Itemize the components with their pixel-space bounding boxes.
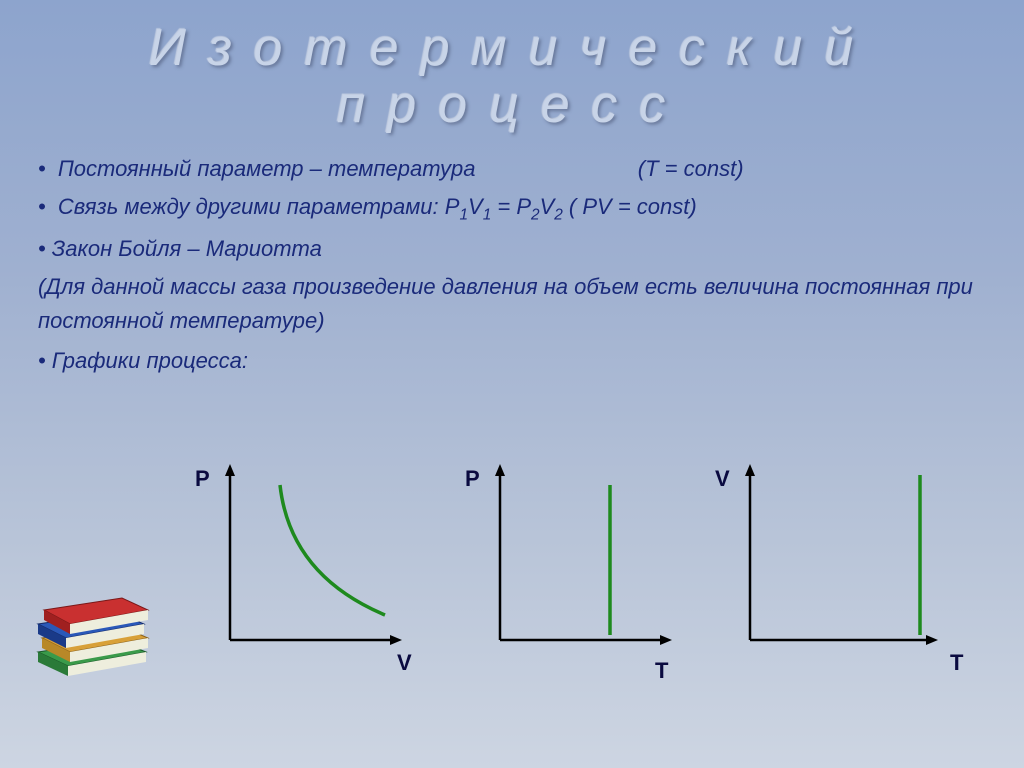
- text-param: Постоянный параметр – температура: [58, 156, 476, 181]
- books-icon: [30, 570, 150, 680]
- text-rel-c: = P: [491, 194, 531, 219]
- sub-2a: 2: [531, 207, 540, 224]
- sub-2b: 2: [554, 207, 563, 224]
- sub-1b: 1: [483, 207, 492, 224]
- g1-ylabel: P: [195, 466, 210, 492]
- law-explanation: (Для данной массы газа произведение давл…: [38, 270, 986, 338]
- bullet-law: Закон Бойля – Мариотта: [38, 232, 986, 266]
- g2-ylabel: P: [465, 466, 480, 492]
- text-rel-d: V: [540, 194, 555, 219]
- g3-ylabel: V: [715, 466, 730, 492]
- g3-xlabel: T: [950, 650, 963, 676]
- content-block: Постоянный параметр – температура (T = c…: [0, 134, 1024, 378]
- sub-1a: 1: [459, 207, 468, 224]
- graphs-area: P V P T V T: [0, 460, 1024, 710]
- bullet-constant-param: Постоянный параметр – температура (T = c…: [38, 152, 986, 186]
- graph-vt: [730, 460, 960, 670]
- text-rel-e: ( PV = const): [563, 194, 697, 219]
- g1-xlabel: V: [397, 650, 412, 676]
- text-rel-b: V: [468, 194, 483, 219]
- graph-pt: [480, 460, 680, 670]
- slide-title: Изотермический процесс: [0, 0, 1024, 134]
- text-rel-a: Связь между другими параметрами: P: [58, 194, 460, 219]
- g2-xlabel: T: [655, 658, 668, 684]
- bullet-graphs: Графики процесса:: [38, 344, 986, 378]
- title-line-2: процесс: [0, 77, 1024, 134]
- graph-pv: [210, 460, 410, 670]
- text-t-const: (T = const): [638, 156, 744, 181]
- title-line-1: Изотермический: [0, 20, 1024, 77]
- bullet-relation: Связь между другими параметрами: P1V1 = …: [38, 190, 986, 227]
